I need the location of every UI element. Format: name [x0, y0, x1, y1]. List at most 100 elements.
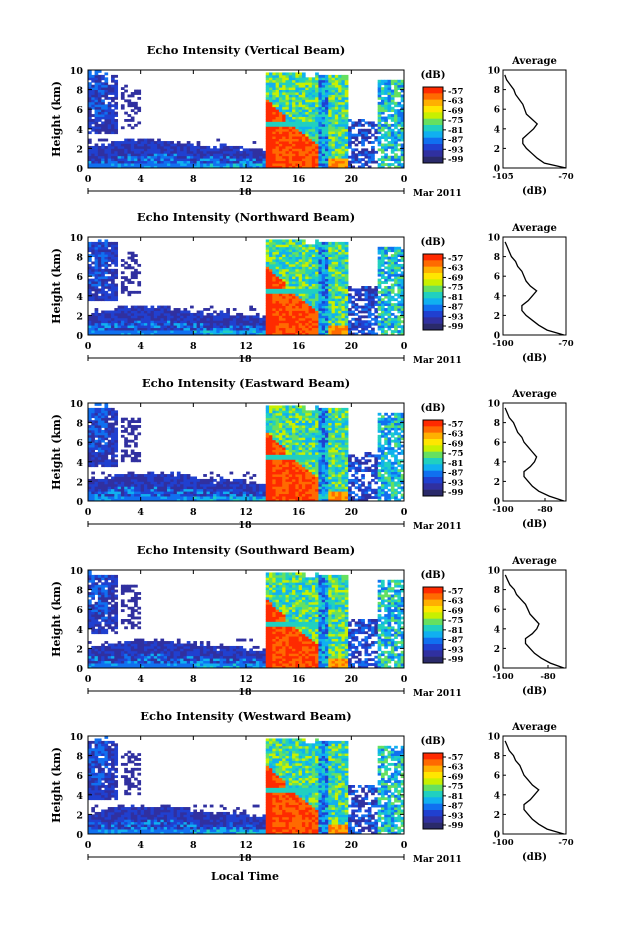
heatmap-cell — [124, 322, 128, 326]
heatmap-cell — [318, 92, 323, 95]
heatmap-cell — [140, 476, 145, 480]
heatmap-cell — [275, 246, 280, 250]
heatmap-cell — [91, 92, 95, 95]
heatmap-cell — [285, 136, 290, 139]
heatmap-cell — [272, 256, 277, 260]
heatmap-cell — [275, 104, 280, 108]
heatmap-cell — [380, 290, 385, 294]
heatmap-cell — [183, 481, 188, 485]
heatmap-cell — [239, 317, 244, 321]
heatmap-cell — [173, 315, 178, 319]
heatmap-cell — [334, 310, 339, 314]
y-tick-label: 2 — [76, 144, 83, 155]
heatmap-cell — [232, 163, 237, 166]
heatmap-cell — [357, 160, 362, 164]
heatmap-cell — [288, 320, 293, 324]
heatmap-cell — [298, 303, 303, 306]
heatmap-cell — [321, 128, 326, 132]
heatmap-cell — [140, 493, 145, 497]
heatmap-cell — [344, 155, 349, 159]
heatmap-cell — [101, 128, 105, 132]
heatmap-cell — [272, 138, 277, 142]
heatmap-cell — [380, 271, 385, 275]
heatmap-cell — [364, 332, 369, 336]
heatmap-cell — [265, 310, 270, 314]
heatmap-cell — [311, 330, 316, 333]
heatmap-cell — [305, 268, 309, 272]
heatmap-cell — [301, 104, 306, 108]
heatmap-cell — [269, 89, 273, 93]
heatmap-cell — [278, 109, 283, 113]
heatmap-cell — [104, 116, 109, 120]
heatmap-cell — [377, 259, 382, 262]
heatmap-cell — [130, 427, 135, 431]
heatmap-cell — [180, 488, 184, 492]
heatmap-cell — [311, 119, 316, 122]
heatmap-cell — [400, 251, 405, 255]
heatmap-cell — [88, 119, 92, 122]
heatmap-cell — [176, 327, 181, 331]
heatmap-cell — [318, 128, 323, 132]
heatmap-cell — [252, 165, 257, 169]
heatmap-cell — [265, 288, 270, 292]
heatmap-cell — [134, 254, 138, 257]
heatmap-cell — [344, 273, 349, 277]
heatmap-cell — [331, 244, 336, 248]
heatmap-cell — [199, 310, 204, 314]
heatmap-cell — [282, 295, 286, 299]
heatmap-cell — [311, 145, 316, 149]
heatmap-cell — [88, 481, 92, 485]
heatmap-cell — [265, 155, 270, 159]
heatmap-cell — [134, 459, 138, 463]
heatmap-cell — [354, 325, 359, 329]
heatmap-cell — [380, 276, 385, 280]
heatmap-cell — [101, 87, 105, 90]
heatmap-cell — [390, 298, 395, 302]
heatmap-cell — [180, 330, 184, 333]
heatmap-cell — [377, 281, 382, 284]
heatmap-cell — [137, 483, 142, 487]
heatmap-cell — [127, 101, 132, 105]
heatmap-cell — [209, 158, 214, 162]
heatmap-cell — [298, 322, 303, 326]
heatmap-cell — [269, 109, 273, 113]
heatmap-cell — [111, 481, 115, 485]
heatmap-cell — [104, 106, 109, 110]
heatmap-cell — [91, 268, 95, 272]
heatmap-cell — [318, 82, 323, 86]
heatmap-cell — [338, 111, 342, 115]
heatmap-cell — [328, 310, 332, 314]
heatmap-cell — [275, 106, 280, 110]
heatmap-cell — [318, 325, 323, 329]
heatmap-cell — [117, 493, 122, 497]
heatmap-cell — [160, 496, 165, 499]
heatmap-cell — [278, 254, 283, 257]
heatmap-cell — [124, 439, 128, 443]
heatmap-cell — [318, 322, 323, 326]
heatmap-cell — [269, 126, 273, 130]
heatmap-cell — [282, 87, 286, 90]
heatmap-cell — [167, 488, 171, 492]
heatmap-cell — [167, 153, 171, 157]
heatmap-cell — [127, 160, 132, 164]
heatmap-cell — [328, 327, 332, 331]
heatmap-cell — [219, 165, 224, 169]
heatmap-cell — [301, 298, 306, 302]
heatmap-cell — [101, 290, 105, 294]
heatmap-cell — [377, 273, 382, 277]
heatmap-cell — [130, 148, 135, 152]
heatmap-cell — [341, 84, 346, 88]
heatmap-cell — [88, 298, 92, 302]
heatmap-cell — [104, 126, 109, 130]
heatmap-cell — [134, 444, 138, 448]
heatmap-cell — [305, 256, 309, 260]
heatmap-cell — [91, 241, 95, 245]
heatmap-cell — [328, 320, 332, 324]
heatmap-cell — [301, 246, 306, 250]
heatmap-cell — [153, 145, 158, 149]
heatmap-cell — [318, 320, 323, 324]
heatmap-cell — [397, 290, 402, 294]
heatmap-cell — [111, 126, 115, 130]
heatmap-cell — [384, 295, 388, 299]
heatmap-cell — [334, 123, 339, 127]
